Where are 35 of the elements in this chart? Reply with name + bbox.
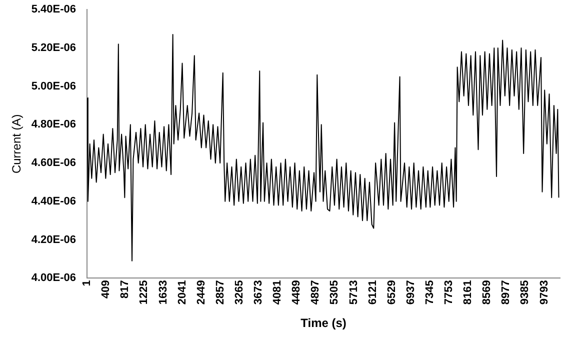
x-tick-label: 8977 (500, 280, 512, 305)
x-tick-label: 2449 (195, 280, 208, 305)
x-tick-label: 4897 (310, 280, 322, 305)
x-tick-label: 409 (100, 280, 112, 298)
x-axis-title: Time (s) (300, 316, 346, 330)
x-tick-label: 7345 (424, 280, 436, 305)
y-tick-label: 4.40E-06 (31, 195, 76, 208)
y-tick-label: 5.00E-06 (31, 80, 76, 92)
x-tick-label: 2041 (176, 280, 188, 305)
y-tick-label: 5.20E-06 (31, 42, 76, 54)
x-tick-label: 4081 (272, 280, 284, 305)
x-tick-label: 817 (119, 280, 132, 298)
x-tick-label: 1633 (157, 280, 170, 305)
x-tick-label: 6121 (366, 280, 379, 305)
x-tick-label: 3673 (252, 280, 265, 305)
y-axis-title: Current (A) (10, 114, 24, 174)
x-tick-label: 3265 (233, 280, 246, 305)
y-tick-label: 4.80E-06 (31, 118, 76, 131)
x-tick-label: 5713 (348, 280, 360, 305)
x-tick-label: 7753 (443, 280, 456, 305)
y-tick-label: 5.40E-06 (31, 4, 76, 16)
x-tick-label: 8161 (462, 280, 474, 305)
x-tick-label: 1225 (138, 280, 150, 305)
x-tick-label: 6529 (386, 280, 398, 305)
x-tick-label: 1 (81, 280, 94, 286)
x-tick-label: 9793 (538, 280, 550, 305)
y-tick-label: 4.20E-06 (31, 234, 76, 246)
x-tick-label: 4489 (290, 280, 303, 305)
y-tick-label: 4.60E-06 (31, 157, 76, 170)
x-tick-label: 9385 (519, 280, 532, 305)
y-tick-label: 4.00E-06 (31, 272, 76, 284)
x-tick-label: 8569 (481, 280, 494, 305)
x-tick-label: 2857 (214, 280, 226, 305)
x-tick-label: 5305 (328, 280, 341, 305)
x-tick-label: 6937 (404, 280, 417, 305)
